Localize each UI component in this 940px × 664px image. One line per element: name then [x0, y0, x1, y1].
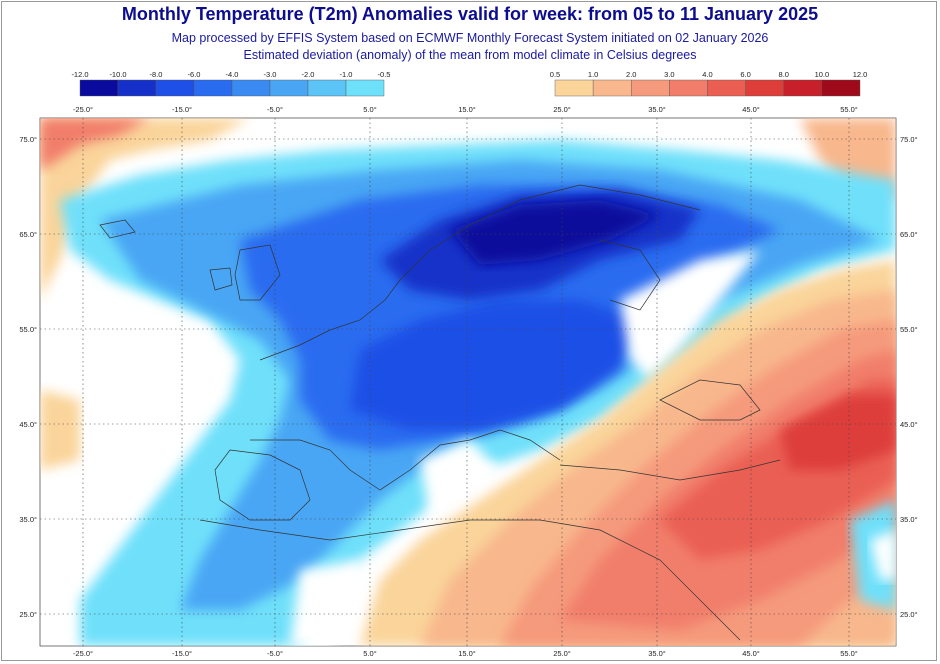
latitude-label: 75.0° [19, 135, 37, 144]
longitude-label: -15.0° [172, 649, 192, 658]
longitude-label: -5.0° [267, 105, 283, 114]
longitude-label: 5.0° [363, 649, 376, 658]
latitude-label: 55.0° [19, 325, 37, 334]
colorbar-cold-tick-label: -12.0 [71, 70, 88, 79]
colorbar-cold-tick-label: -0.5 [378, 70, 391, 79]
colorbar-warm-swatch [745, 79, 784, 97]
longitude-label: 15.0° [458, 105, 476, 114]
colorbar-warm-tick-label: 2.0 [626, 70, 636, 79]
graticule [40, 118, 896, 646]
colorbar-cold-tick-label: -2.0 [302, 70, 315, 79]
map-subtitle-units: Estimated deviation (anomaly) of the mea… [243, 48, 697, 62]
colorbar-cold-swatch [117, 79, 157, 97]
longitude-label: -25.0° [73, 649, 93, 658]
colorbar-warm: 0.5 1.0 2.0 3.0 4.0 6.0 8.0 10.0 12.0 [550, 70, 868, 97]
latitude-label: 35.0° [19, 515, 37, 524]
latitude-label: 65.0° [900, 230, 918, 239]
anomaly-field [40, 118, 896, 646]
longitude-label: 45.0° [742, 105, 760, 114]
colorbar-warm-swatch [821, 79, 861, 97]
longitude-label: 55.0° [840, 649, 858, 658]
colorbar-warm-tick-label: 12.0 [853, 70, 868, 79]
colorbar-cold-tick-label: -6.0 [188, 70, 201, 79]
colorbar-warm-swatch [631, 79, 670, 97]
latitude-label: 65.0° [19, 230, 37, 239]
colorbar-cold: -12.0 -10.0 -8.0 -6.0 -4.0 -3.0 -2.0 -1.0 -0.5 [71, 70, 391, 97]
colorbar-warm-swatch [669, 79, 708, 97]
colorbar-warm-swatch [592, 79, 632, 97]
colorbar-cold-swatch [155, 79, 195, 97]
colorbar-warm-swatch [783, 79, 823, 97]
latitude-labels-left: 75.0° 65.0° 55.0° 45.0° 35.0° 25.0° [19, 135, 37, 619]
map-subtitle-source: Map processed by EFFIS System based on E… [171, 31, 769, 45]
colorbar-cold-swatch [307, 79, 347, 97]
longitude-label: -15.0° [172, 105, 192, 114]
longitude-label: 5.0° [363, 105, 376, 114]
longitude-label: -5.0° [267, 649, 283, 658]
colorbar-warm-swatch [554, 79, 594, 97]
latitude-labels-right: 75.0° 65.0° 55.0° 45.0° 35.0° 25.0° [900, 135, 918, 619]
longitude-label: -25.0° [73, 105, 93, 114]
latitude-label: 75.0° [900, 135, 918, 144]
colorbar-warm-tick-label: 1.0 [588, 70, 598, 79]
colorbar-cold-tick-label: -4.0 [226, 70, 239, 79]
longitude-label: 25.0° [553, 105, 571, 114]
colorbar-cold-swatch [345, 79, 385, 97]
colorbar-warm-tick-label: 6.0 [740, 70, 750, 79]
colorbar-cold-swatch [193, 79, 233, 97]
longitude-label: 35.0° [648, 649, 666, 658]
colorbar-warm-tick-label: 0.5 [550, 70, 560, 79]
longitude-labels-bottom: -25.0° -15.0° -5.0° 5.0° 15.0° 25.0° 35.0° 45.0… [73, 649, 858, 658]
latitude-label: 25.0° [900, 610, 918, 619]
colorbar-warm-tick-label: 4.0 [702, 70, 712, 79]
latitude-label: 35.0° [900, 515, 918, 524]
colorbar-warm-tick-label: 8.0 [779, 70, 789, 79]
longitude-label: 15.0° [458, 649, 476, 658]
latitude-label: 25.0° [19, 610, 37, 619]
colorbar-cold-tick-label: -1.0 [340, 70, 353, 79]
longitude-label: 25.0° [553, 649, 571, 658]
colorbar-cold-tick-label: -8.0 [150, 70, 163, 79]
longitude-label: 35.0° [648, 105, 666, 114]
colorbar-cold-swatch [269, 79, 309, 97]
latitude-label: 45.0° [900, 420, 918, 429]
colorbar-cold-tick-label: -10.0 [109, 70, 126, 79]
map-title: Monthly Temperature (T2m) Anomalies vali… [121, 4, 819, 24]
colorbar-cold-tick-label: -3.0 [264, 70, 277, 79]
colorbar-cold-swatch [231, 79, 271, 97]
longitude-label: 55.0° [840, 105, 858, 114]
latitude-label: 45.0° [19, 420, 37, 429]
longitude-label: 45.0° [742, 649, 760, 658]
longitude-labels-top: -25.0° -15.0° -5.0° 5.0° 15.0° 25.0° 35.0° 45.0… [73, 105, 858, 114]
latitude-label: 55.0° [900, 325, 918, 334]
colorbar-warm-tick-label: 3.0 [664, 70, 674, 79]
colorbar-warm-tick-label: 10.0 [815, 70, 830, 79]
colorbar-warm-swatch [707, 79, 746, 97]
colorbar-cold-swatch [79, 79, 119, 97]
coastlines [99, 184, 781, 641]
